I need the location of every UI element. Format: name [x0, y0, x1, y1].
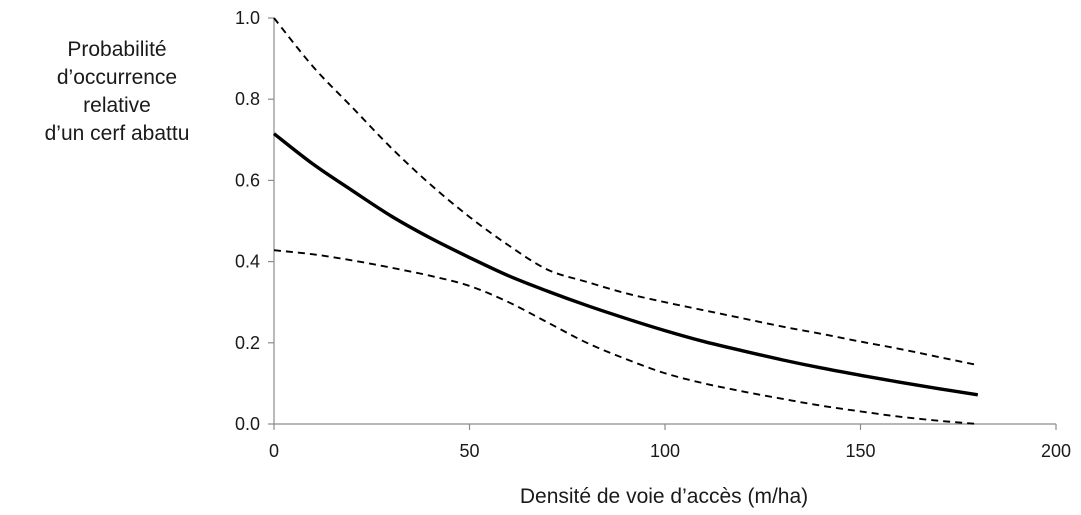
axes: [268, 17, 1057, 430]
series-upper-bound-line: [273, 17, 978, 367]
x-tick-label: 0: [269, 441, 279, 461]
tick-labels: 0.0 0.2 0.4 0.6 0.8 1.0 0 50 100 150 200: [235, 8, 1071, 461]
y-tick-label: 0.0: [235, 414, 260, 434]
y-axis-label-line-3: relative: [83, 94, 151, 117]
y-axis-label-line-2: d’occurrence: [57, 66, 177, 89]
x-axis-label: Densité de voie d’accès (m/ha): [520, 485, 808, 508]
y-tick-label: 0.4: [235, 252, 260, 272]
series-group: [272, 17, 979, 425]
x-tick-label: 150: [845, 441, 875, 461]
series-lower-bound-line: [273, 249, 978, 425]
y-axis-label-line-4: d’un cerf abattu: [45, 122, 190, 145]
y-tick-label: 1.0: [235, 8, 260, 28]
y-tick-label: 0.2: [235, 333, 260, 353]
x-tick-label: 100: [650, 441, 680, 461]
x-tick-label: 200: [1041, 441, 1071, 461]
y-axis-label-line-1: Probabilité: [67, 38, 166, 61]
x-tick-label: 50: [459, 441, 479, 461]
y-tick-label: 0.8: [235, 89, 260, 109]
y-tick-label: 0.6: [235, 170, 260, 190]
series-fit-line: [272, 132, 979, 397]
